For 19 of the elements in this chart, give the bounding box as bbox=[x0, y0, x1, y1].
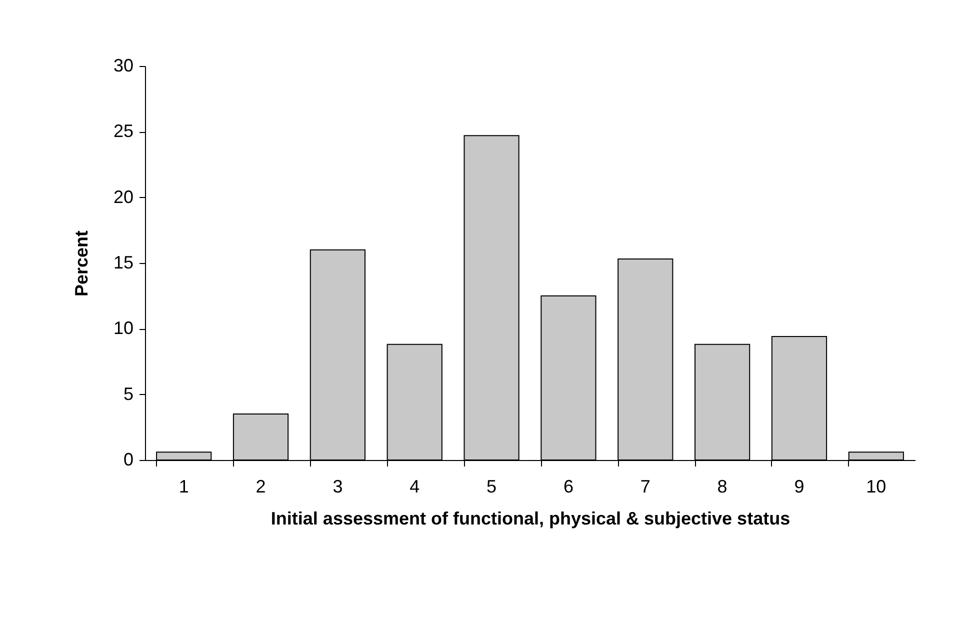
y-tick-label: 15 bbox=[113, 252, 134, 272]
x-axis-title: Initial assessment of functional, physical & subjective status bbox=[270, 508, 790, 528]
x-tick-label: 4 bbox=[410, 476, 420, 496]
x-tick-label: 5 bbox=[486, 476, 497, 496]
y-tick-label: 30 bbox=[113, 56, 134, 76]
y-tick-label: 25 bbox=[113, 121, 134, 142]
x-tick-label: 9 bbox=[794, 476, 804, 496]
y-tick-label: 5 bbox=[123, 384, 134, 404]
y-tick-label: 0 bbox=[123, 450, 134, 470]
x-tick-label: 10 bbox=[866, 476, 886, 496]
x-tick-label: 2 bbox=[256, 476, 266, 496]
x-tick-label: 8 bbox=[717, 476, 728, 496]
y-axis-title: Percent bbox=[71, 230, 92, 297]
x-tick-label: 6 bbox=[563, 476, 574, 496]
y-tick-label: 10 bbox=[113, 318, 134, 338]
x-tick-label: 1 bbox=[178, 476, 189, 496]
x-tick-label: 3 bbox=[332, 476, 343, 496]
y-tick-label: 20 bbox=[113, 186, 134, 207]
x-tick-label: 7 bbox=[640, 476, 650, 496]
